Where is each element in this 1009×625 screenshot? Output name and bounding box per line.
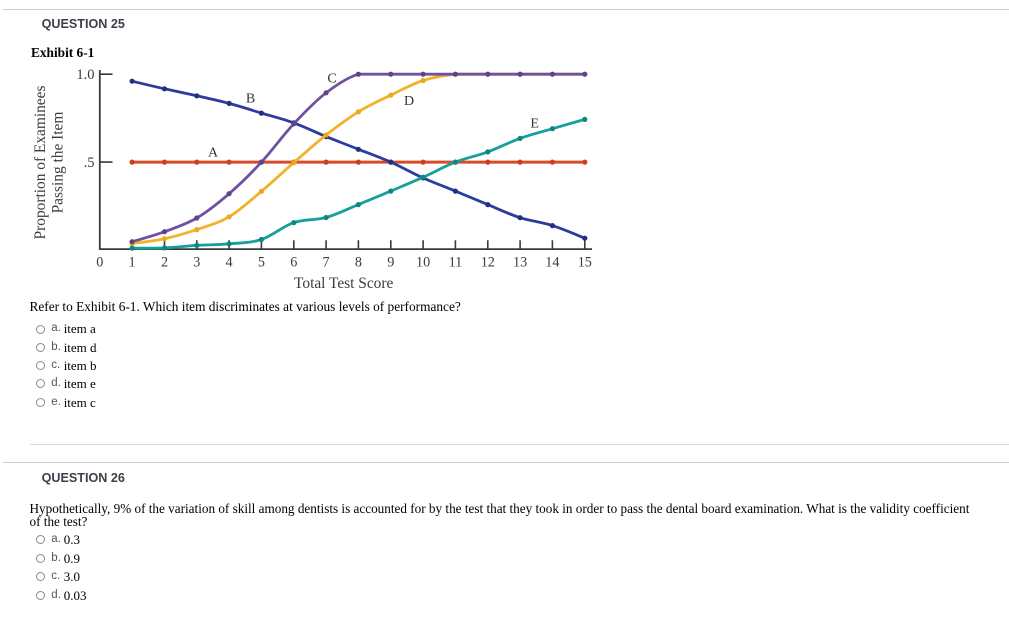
svg-text:1.0: 1.0 <box>76 67 94 83</box>
svg-text:.5: .5 <box>84 155 95 171</box>
svg-text:9: 9 <box>387 255 394 271</box>
svg-text:E: E <box>530 116 539 131</box>
svg-text:14: 14 <box>545 255 559 271</box>
svg-text:7: 7 <box>323 255 330 271</box>
svg-text:D: D <box>404 94 414 109</box>
svg-text:Proportion of Examinees: Proportion of Examinees <box>32 86 49 240</box>
svg-text:4: 4 <box>226 255 233 271</box>
svg-text:0: 0 <box>96 255 103 271</box>
svg-text:15: 15 <box>578 255 592 271</box>
svg-text:Passing the Item: Passing the Item <box>49 112 66 214</box>
svg-text:10: 10 <box>416 255 430 271</box>
svg-text:6: 6 <box>290 255 297 271</box>
svg-text:3: 3 <box>193 255 200 271</box>
svg-text:8: 8 <box>355 255 362 271</box>
svg-text:2: 2 <box>161 255 168 271</box>
svg-text:A: A <box>208 146 219 161</box>
svg-text:B: B <box>246 92 255 107</box>
svg-text:12: 12 <box>481 255 495 271</box>
svg-text:1: 1 <box>129 255 136 271</box>
svg-text:5: 5 <box>258 255 265 271</box>
svg-text:13: 13 <box>513 255 527 271</box>
svg-text:C: C <box>327 72 336 87</box>
svg-text:Total Test Score: Total Test Score <box>294 275 393 292</box>
svg-text:11: 11 <box>449 255 463 271</box>
